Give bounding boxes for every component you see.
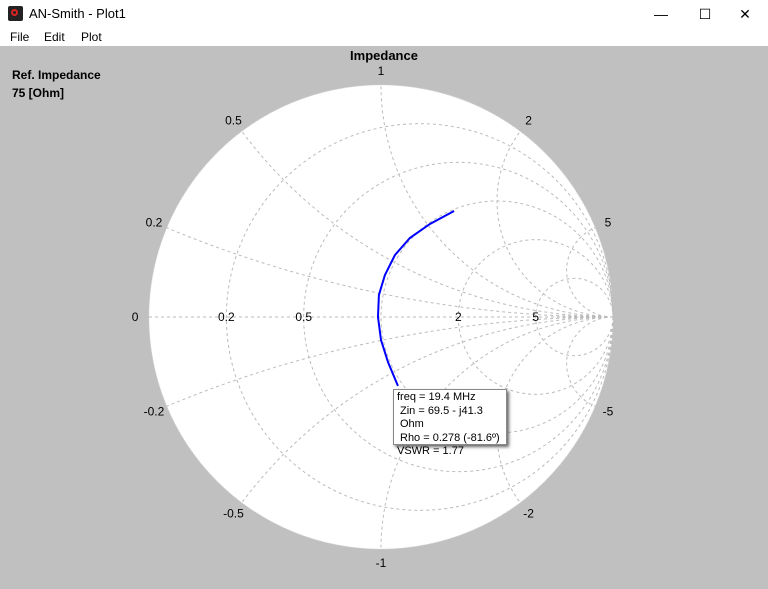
reactance-arc — [166, 316, 614, 407]
reactance-label: 5 — [605, 215, 612, 229]
tooltip-rho: Rho = 0.278 (-81.6º) — [400, 431, 500, 444]
reactance-arc — [166, 227, 614, 318]
marker-tooltip: freq = 19.4 MHz Zin = 69.5 - j41.3 Ohm R… — [393, 389, 507, 457]
menu-bar: File Edit Plot — [0, 28, 768, 46]
smith-chart: Impedance 0.2 0.5 2 5 0 0.2 0.5 1 2 5 -0.2 -0.5 -1 -2… — [132, 48, 614, 570]
close-button[interactable]: ✕ — [739, 6, 751, 22]
tooltip-vswr: VSWR = 1.77 — [397, 445, 464, 457]
reactance-label: 0.5 — [225, 113, 242, 127]
resistance-label: 5 — [532, 310, 539, 324]
app-icon — [8, 6, 23, 21]
tooltip-zin: Zin = 69.5 - j41.3 Ohm — [400, 404, 483, 431]
chart-title: Impedance — [350, 48, 418, 63]
ref-impedance-value: 75 [Ohm] — [12, 86, 65, 100]
ref-impedance: Ref. Impedance 75 [Ohm] — [12, 66, 101, 102]
reactance-label: 1 — [378, 64, 385, 78]
menu-plot[interactable]: Plot — [81, 30, 102, 44]
impedance-trace — [376, 210, 455, 387]
maximize-button[interactable]: ☐ — [698, 6, 712, 22]
reactance-arc — [380, 316, 614, 550]
reactance-label: -1 — [376, 556, 387, 570]
reactance-label: -0.2 — [144, 405, 165, 419]
menu-file[interactable]: File — [10, 30, 30, 44]
reactance-arc — [566, 227, 614, 318]
reactance-arc — [380, 84, 614, 318]
reactance-label: -0.5 — [223, 507, 244, 521]
minimize-button[interactable]: — — [654, 6, 668, 22]
reactance-label: -2 — [523, 507, 534, 521]
resistance-label: 2 — [455, 310, 462, 324]
plot-area[interactable]: Ref. Impedance 75 [Ohm] Impedance 0.2 0.5… — [0, 46, 768, 589]
reactance-label: 0.2 — [146, 215, 163, 229]
menu-edit[interactable]: Edit — [44, 30, 65, 44]
reactance-label: 0 — [132, 310, 139, 324]
reactance-label: -5 — [603, 405, 614, 419]
reactance-label: 2 — [525, 113, 532, 127]
resistance-label: 0.2 — [218, 310, 235, 324]
reactance-arc — [566, 316, 614, 407]
reactance-arc — [496, 316, 614, 503]
reactance-arc — [496, 131, 614, 318]
tooltip-freq: freq = 19.4 MHz — [397, 391, 476, 403]
title-bar: AN-Smith - Plot1 — ☐ ✕ — [0, 0, 768, 28]
resistance-label: 0.5 — [295, 310, 312, 324]
window-title: AN-Smith - Plot1 — [29, 6, 126, 21]
ref-impedance-label: Ref. Impedance — [12, 68, 101, 82]
